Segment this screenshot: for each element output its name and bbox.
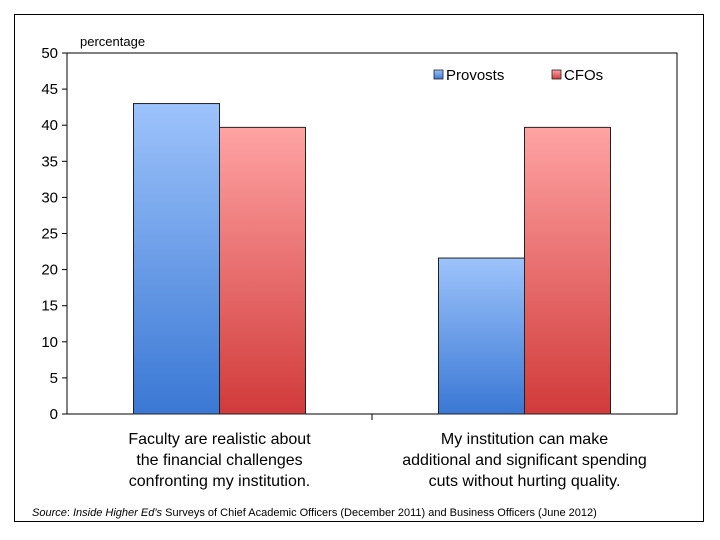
- legend-swatch-provosts: [433, 69, 444, 80]
- x-category-label: confronting my institution.: [129, 473, 310, 490]
- x-category-label: My institution can make: [441, 431, 608, 448]
- y-tick-label: 30: [41, 189, 58, 206]
- legend-swatch-cfos: [551, 69, 562, 80]
- y-tick-label: 50: [41, 45, 58, 62]
- bar-cfos: [524, 126, 611, 415]
- source-publication: Inside Higher Ed’s: [72, 507, 163, 519]
- bar-provosts: [438, 257, 525, 415]
- x-category-label: the financial challenges: [136, 452, 302, 469]
- legend-label-cfos: CFOs: [564, 67, 603, 84]
- source-note: Source: Inside Higher Ed’s Surveys of Ch…: [32, 507, 597, 519]
- y-tick-label: 20: [41, 262, 58, 279]
- bar-cfos: [219, 126, 306, 415]
- y-axis-label: percentage: [80, 34, 145, 49]
- source-sep: :: [66, 507, 73, 519]
- x-category-label: Faculty are realistic about: [128, 431, 311, 448]
- source-label: Source: [32, 507, 67, 519]
- y-tick-label: 40: [41, 117, 58, 134]
- y-tick-label: 0: [50, 406, 58, 423]
- y-tick-label: 15: [41, 298, 58, 315]
- y-tick-label: 35: [41, 153, 58, 170]
- y-tick-label: 45: [41, 81, 58, 98]
- y-tick-label: 25: [41, 226, 58, 243]
- legend-label-provosts: Provosts: [446, 67, 504, 84]
- source-text: Surveys of Chief Academic Officers (Dece…: [162, 507, 597, 519]
- y-tick-label: 10: [41, 334, 58, 351]
- y-tick-label: 5: [50, 370, 58, 387]
- bar-provosts: [133, 103, 220, 415]
- x-category-label: additional and significant spending: [402, 452, 647, 469]
- x-category-label: cuts without hurting quality.: [429, 473, 621, 490]
